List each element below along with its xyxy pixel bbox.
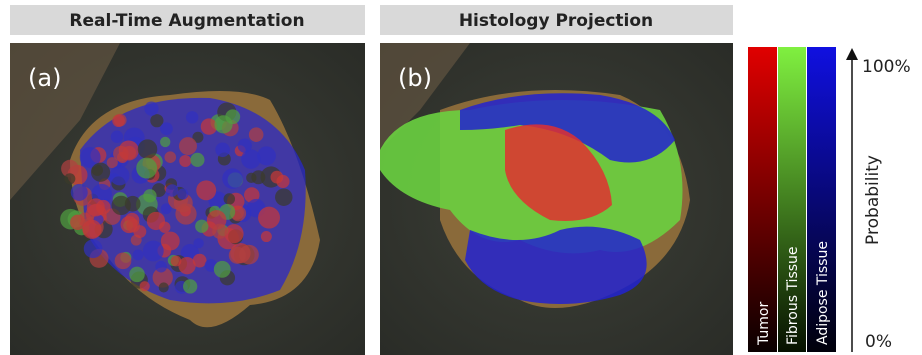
- overlay-dot: [136, 158, 157, 179]
- overlay-dot: [87, 198, 105, 216]
- overlay-dot: [195, 220, 208, 233]
- overlay-dot: [214, 261, 231, 278]
- overlay-dot: [261, 231, 272, 242]
- overlay-dot: [82, 220, 101, 239]
- overlay-dot: [171, 256, 182, 267]
- overlay-dot: [111, 131, 123, 143]
- overlay-dot: [212, 224, 227, 239]
- overlay-dot: [140, 281, 150, 291]
- overlay-dot: [155, 261, 167, 273]
- overlay-dot: [121, 216, 138, 233]
- overlay-dot: [144, 102, 158, 116]
- panel-title: Histology Projection: [459, 11, 653, 31]
- overlay-dot: [160, 137, 170, 147]
- panel-title: Real-Time Augmentation: [69, 11, 304, 31]
- overlay-dot: [193, 238, 203, 248]
- overlay-dot: [275, 188, 292, 205]
- overlay-dot: [159, 282, 169, 292]
- legend-label: Adipose Tissue: [815, 241, 831, 345]
- overlay-dot: [91, 163, 110, 182]
- overlay-dot: [110, 166, 130, 186]
- overlay-dot: [238, 138, 252, 152]
- overlay-dot: [159, 221, 170, 232]
- overlay-dot: [222, 168, 243, 189]
- overlay-dot: [225, 109, 240, 124]
- overlay-dot: [239, 245, 259, 265]
- overlay-dot: [190, 153, 204, 167]
- overlay-dot: [224, 193, 235, 204]
- overlay-dot: [133, 249, 144, 260]
- overlay-dot: [64, 173, 75, 184]
- image-a: [10, 43, 365, 355]
- overlay-dot: [276, 175, 289, 188]
- overlay-dot: [164, 151, 176, 163]
- overlay-dot: [119, 140, 139, 160]
- panel-label: (a): [28, 64, 61, 92]
- overlay-dot: [84, 239, 103, 258]
- image-b: [380, 43, 733, 355]
- overlay-dot: [71, 184, 88, 201]
- axis-label: Probability: [863, 155, 883, 245]
- bottom-label: 0%: [865, 332, 892, 352]
- overlay-dot: [112, 196, 131, 215]
- overlay-dot: [196, 180, 216, 200]
- overlay-dot: [224, 224, 243, 243]
- overlay-dot: [215, 142, 230, 157]
- overlay-dot: [160, 122, 173, 135]
- overlay-dot: [138, 139, 158, 159]
- overlay-dot: [179, 155, 191, 167]
- overlay-dot: [179, 137, 197, 155]
- overlay-dot: [115, 252, 132, 269]
- legend-label: Tumor: [756, 301, 772, 346]
- overlay-dot: [177, 189, 188, 200]
- overlay-dot: [166, 184, 178, 196]
- overlay-dot: [183, 279, 197, 293]
- overlay-dot: [258, 207, 280, 229]
- overlay-dot: [129, 267, 145, 283]
- overlay-dot: [112, 114, 125, 127]
- overlay-dot: [249, 127, 264, 142]
- legend-label: Fibrous Tissue: [785, 246, 801, 345]
- top-label: 100%: [862, 57, 911, 77]
- panel-label: (b): [398, 64, 432, 92]
- overlay-dot: [186, 111, 198, 123]
- overlay-dot: [143, 241, 164, 262]
- arrow-head: [846, 48, 858, 60]
- figure: Real-Time Augmentation Histology Project…: [0, 0, 922, 355]
